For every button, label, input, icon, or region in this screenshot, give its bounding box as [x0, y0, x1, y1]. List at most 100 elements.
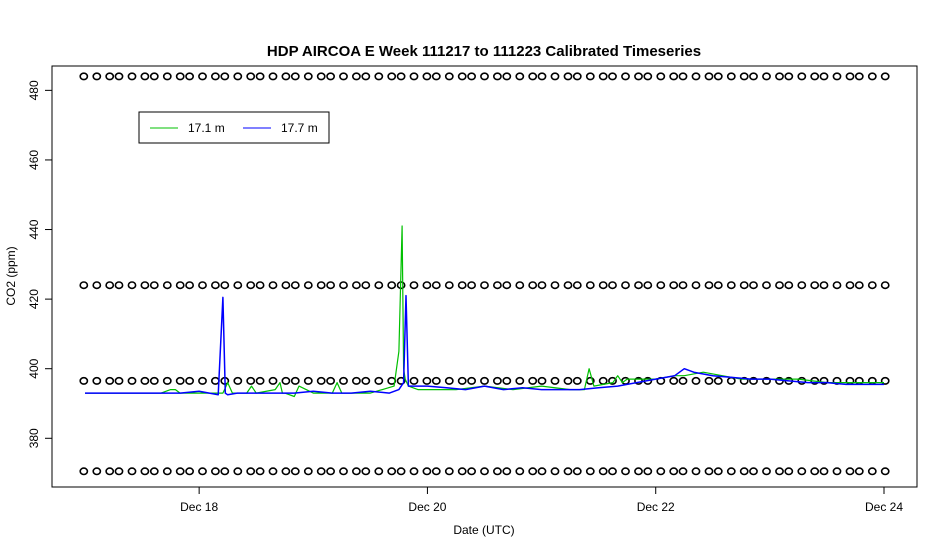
marker-2-68 — [880, 281, 890, 290]
marker-0-60 — [784, 467, 794, 476]
marker-1-42 — [572, 376, 582, 385]
marker-3-52 — [691, 72, 701, 81]
marker-0-0 — [79, 467, 89, 476]
marker-3-33 — [467, 72, 476, 81]
marker-0-34 — [480, 467, 489, 476]
marker-2-54 — [713, 281, 723, 290]
marker-2-50 — [669, 281, 679, 290]
marker-3-53 — [704, 72, 714, 81]
marker-3-4 — [127, 72, 137, 81]
marker-2-22 — [339, 281, 348, 290]
marker-2-44 — [598, 281, 608, 290]
marker-0-62 — [810, 467, 820, 476]
series-line-17-7m — [85, 294, 884, 396]
marker-3-5 — [140, 72, 150, 81]
marker-0-36 — [502, 467, 512, 476]
marker-1-25 — [374, 376, 384, 385]
marker-0-28 — [409, 467, 419, 476]
marker-3-36 — [502, 72, 512, 81]
marker-3-45 — [608, 72, 617, 81]
marker-0-64 — [832, 467, 842, 476]
marker-2-56 — [739, 281, 749, 290]
marker-1-54 — [713, 376, 723, 385]
marker-2-63 — [819, 281, 829, 290]
marker-1-57 — [749, 376, 758, 385]
marker-1-58 — [762, 376, 771, 385]
marker-2-57 — [749, 281, 758, 290]
marker-3-17 — [281, 72, 291, 81]
marker-3-12 — [220, 72, 230, 81]
marker-0-68 — [880, 467, 890, 476]
marker-3-63 — [819, 72, 829, 81]
marker-2-37 — [515, 281, 525, 290]
marker-0-9 — [185, 467, 194, 476]
marker-0-21 — [326, 467, 335, 476]
marker-3-38 — [528, 72, 538, 81]
marker-1-34 — [480, 376, 489, 385]
marker-1-7 — [162, 376, 172, 385]
marker-2-5 — [140, 281, 150, 290]
marker-0-67 — [867, 467, 877, 476]
marker-0-2 — [105, 467, 115, 476]
marker-2-20 — [316, 281, 326, 290]
marker-1-37 — [515, 376, 525, 385]
marker-0-10 — [198, 467, 207, 476]
marker-0-19 — [303, 467, 313, 476]
marker-0-1 — [92, 467, 102, 476]
marker-2-61 — [797, 281, 807, 290]
marker-3-42 — [572, 72, 582, 81]
marker-3-30 — [431, 72, 441, 81]
chart-title: HDP AIRCOA E Week 111217 to 111223 Calib… — [267, 43, 701, 60]
x-tick-label-3: Dec 24 — [865, 500, 903, 514]
marker-2-28 — [409, 281, 419, 290]
marker-3-43 — [585, 72, 595, 81]
marker-0-49 — [656, 467, 666, 476]
marker-3-41 — [563, 72, 573, 81]
marker-0-61 — [797, 467, 807, 476]
marker-3-67 — [867, 72, 877, 81]
marker-0-16 — [268, 467, 278, 476]
marker-0-14 — [246, 467, 256, 476]
marker-0-57 — [749, 467, 758, 476]
marker-2-4 — [127, 281, 137, 290]
marker-0-66 — [854, 467, 864, 476]
marker-0-7 — [162, 467, 172, 476]
y-tick-label-420: 420 — [27, 289, 41, 309]
marker-1-56 — [739, 376, 749, 385]
marker-2-45 — [608, 281, 617, 290]
open-circle-markers — [79, 72, 890, 476]
marker-0-41 — [563, 467, 573, 476]
marker-3-35 — [492, 72, 502, 81]
marker-3-32 — [457, 72, 467, 81]
marker-0-11 — [210, 467, 220, 476]
marker-3-18 — [290, 72, 300, 81]
marker-1-30 — [431, 376, 441, 385]
marker-2-0 — [79, 281, 89, 290]
marker-3-7 — [162, 72, 172, 81]
x-axis-label: Date (UTC) — [453, 523, 514, 537]
marker-2-23 — [351, 281, 361, 290]
marker-1-68 — [880, 376, 890, 385]
marker-3-57 — [749, 72, 758, 81]
marker-3-48 — [643, 72, 653, 81]
marker-0-54 — [713, 467, 723, 476]
marker-3-19 — [303, 72, 313, 81]
marker-2-47 — [634, 281, 643, 290]
marker-0-55 — [726, 467, 736, 476]
marker-3-31 — [444, 72, 454, 81]
marker-3-1 — [92, 72, 102, 81]
marker-1-20 — [316, 376, 326, 385]
y-axis-label: CO2 (ppm) — [4, 246, 18, 305]
legend: 17.1 m 17.7 m — [138, 111, 330, 144]
marker-0-6 — [149, 467, 159, 476]
marker-2-25 — [374, 281, 384, 290]
marker-1-38 — [528, 376, 538, 385]
marker-2-49 — [656, 281, 666, 290]
marker-2-34 — [480, 281, 489, 290]
marker-2-62 — [810, 281, 820, 290]
marker-3-15 — [255, 72, 265, 81]
marker-1-28 — [409, 376, 419, 385]
marker-2-41 — [563, 281, 573, 290]
marker-1-1 — [92, 376, 102, 385]
marker-0-47 — [634, 467, 643, 476]
